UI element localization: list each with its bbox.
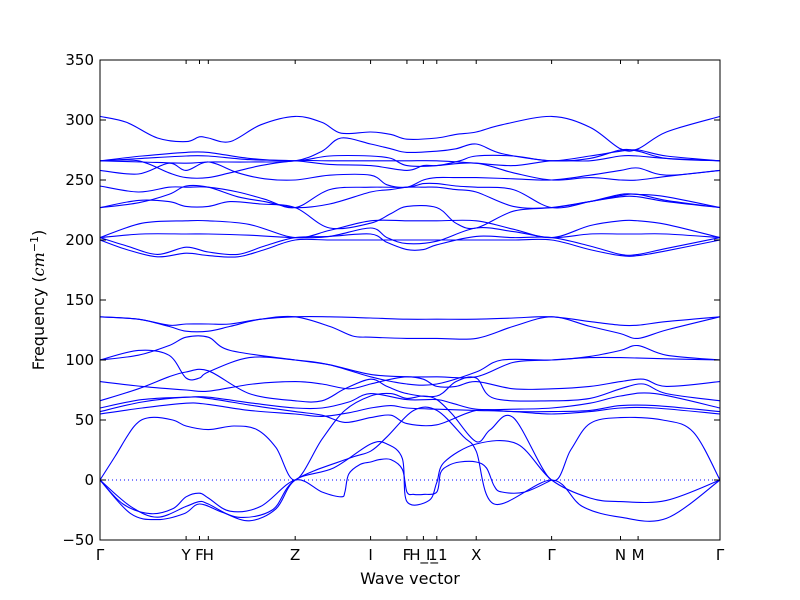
band-line	[99, 227, 721, 245]
y-tick-label: −50	[62, 531, 94, 549]
y-tick-label: 300	[65, 111, 94, 129]
x-tick-label: H_1	[409, 546, 437, 565]
band-lines	[99, 115, 721, 522]
band-line	[99, 406, 721, 522]
y-tick-label: 50	[75, 411, 94, 429]
x-tick-label: X	[471, 546, 481, 564]
x-tick-label: H	[203, 546, 214, 564]
x-tick-label: N	[615, 546, 626, 564]
band-line	[99, 219, 721, 239]
plot-frame	[99, 59, 721, 541]
x-axis-ticks: Γ Y FH Z I FH_1I_1 X Γ N M Γ	[96, 546, 725, 565]
x-axis-title: Wave vector	[360, 569, 460, 588]
y-axis-title-exponent: −1	[28, 236, 41, 252]
y-tick-label: 0	[84, 471, 94, 489]
band-line	[99, 315, 721, 340]
band-line	[99, 316, 721, 327]
x-tick-label: I	[368, 546, 372, 564]
band-line	[99, 161, 721, 188]
band-line	[99, 392, 721, 411]
y-tick-label: 350	[65, 51, 94, 69]
y-axis-title: Frequency (cm−1)	[28, 230, 49, 371]
y-axis-ticks: −50 0 50 100 150 200 250 300 350	[62, 51, 720, 549]
band-line	[99, 149, 721, 167]
band-line	[99, 402, 721, 417]
x-tick-label: F	[195, 546, 204, 564]
band-line	[99, 155, 721, 181]
x-tick-label: Γ	[96, 546, 105, 564]
band-line	[99, 195, 721, 230]
band-line	[99, 137, 721, 164]
band-line	[99, 392, 721, 482]
y-axis-title-close: )	[29, 230, 48, 236]
y-tick-label: 150	[65, 291, 94, 309]
y-axis-title-main: Frequency (	[29, 276, 48, 370]
band-line	[99, 115, 721, 152]
y-tick-label: 250	[65, 171, 94, 189]
band-line	[99, 335, 721, 379]
x-tick-label: M	[632, 546, 645, 564]
band-line	[99, 233, 721, 256]
y-tick-label: 200	[65, 231, 94, 249]
x-tick-label: F	[403, 546, 412, 564]
band-line	[99, 396, 721, 427]
band-line	[99, 458, 552, 515]
y-tick-label: 100	[65, 351, 94, 369]
band-line	[99, 440, 721, 522]
x-tick-label: I_1	[426, 546, 447, 565]
x-tick-label: Γ	[547, 546, 556, 564]
band-line	[99, 368, 721, 403]
x-tick-label: Z	[290, 546, 300, 564]
x-tick-label: Γ	[716, 546, 725, 564]
band-line	[99, 238, 721, 258]
axes-box	[99, 59, 721, 541]
y-axis-title-unit: cm	[29, 252, 48, 276]
band-line	[99, 182, 721, 209]
band-line	[99, 154, 721, 179]
band-line	[99, 344, 721, 386]
x-tick-label: Y	[181, 546, 192, 564]
